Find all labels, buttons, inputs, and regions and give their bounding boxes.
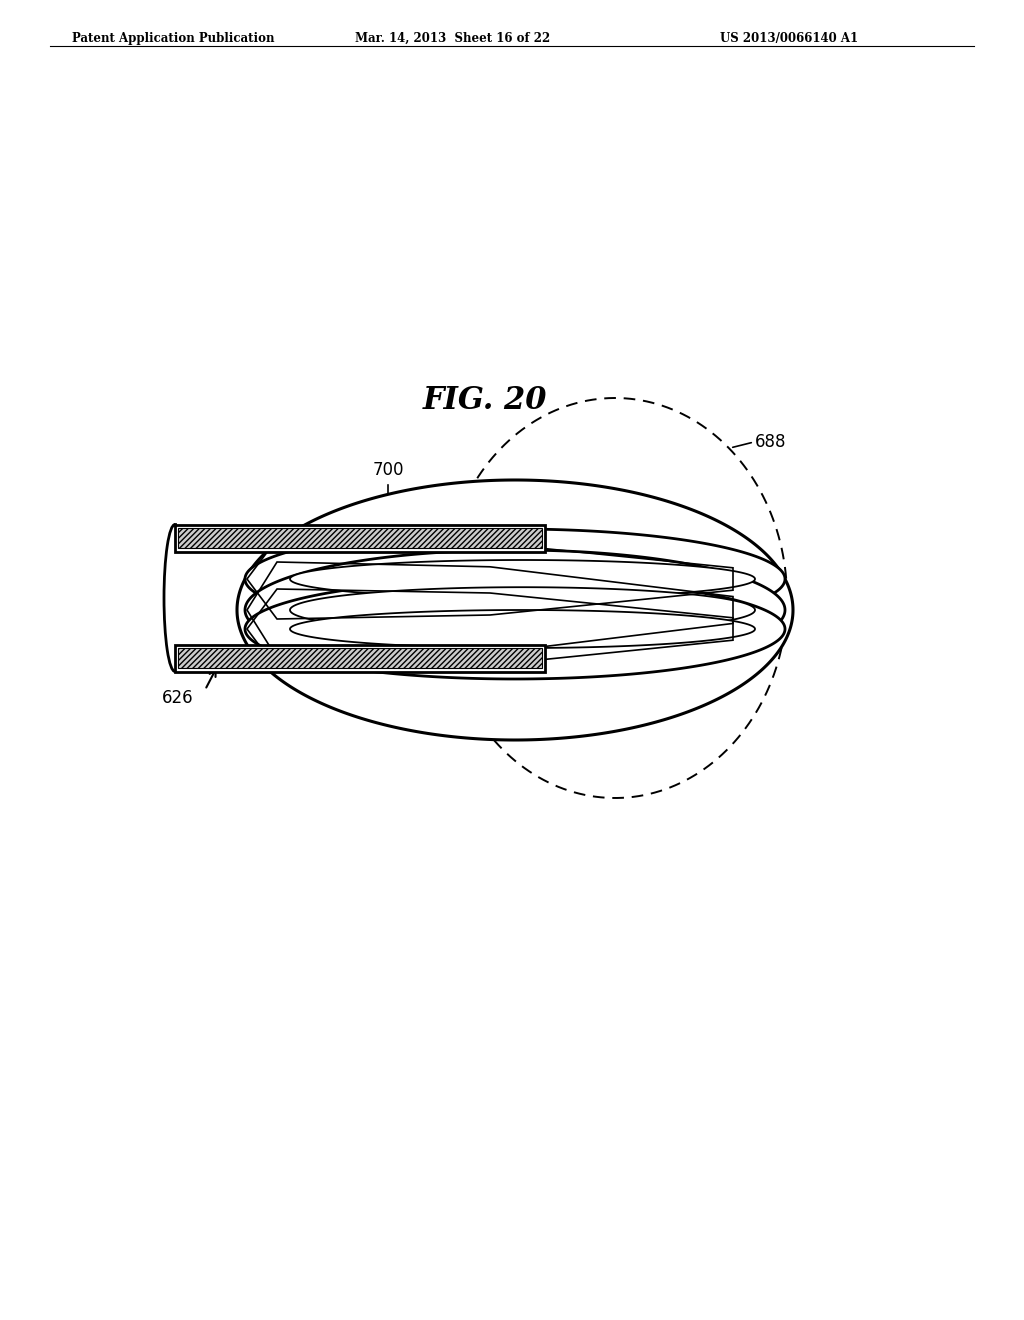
Polygon shape: [175, 644, 545, 672]
Polygon shape: [237, 480, 793, 741]
Polygon shape: [245, 550, 785, 671]
Polygon shape: [178, 648, 542, 668]
Polygon shape: [290, 610, 755, 648]
Polygon shape: [175, 524, 545, 552]
Text: 688: 688: [755, 433, 786, 451]
Polygon shape: [178, 528, 542, 548]
Text: 626: 626: [162, 689, 194, 708]
Text: FIG. 20: FIG. 20: [423, 384, 547, 416]
Text: US 2013/0066140 A1: US 2013/0066140 A1: [720, 32, 858, 45]
Text: 700: 700: [373, 461, 403, 479]
Polygon shape: [245, 579, 785, 678]
Polygon shape: [245, 529, 785, 630]
Text: Patent Application Publication: Patent Application Publication: [72, 32, 274, 45]
Polygon shape: [290, 587, 755, 632]
Text: Mar. 14, 2013  Sheet 16 of 22: Mar. 14, 2013 Sheet 16 of 22: [355, 32, 550, 45]
Polygon shape: [290, 560, 755, 598]
